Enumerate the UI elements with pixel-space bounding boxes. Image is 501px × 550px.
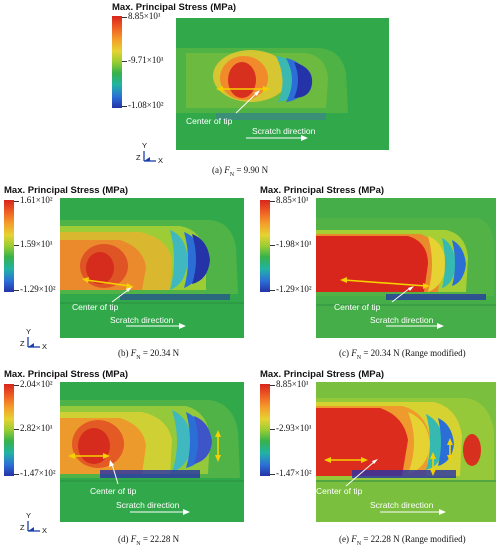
caption-sub: N: [136, 540, 141, 547]
caption-prefix: (d): [118, 534, 131, 544]
colorbar: [4, 200, 14, 292]
colorbar-tick: [270, 290, 275, 291]
scratch-direction-label: Scratch direction: [116, 500, 180, 510]
caption-c: (c) FN = 20.34 N (Range modified): [339, 348, 466, 361]
axis-z-label: Z: [20, 523, 25, 532]
axis-triad: Y Z X: [136, 141, 166, 166]
caption-value: = 22.28 N (Range modified): [361, 534, 466, 544]
axis-y-label: Y: [26, 327, 32, 336]
colorbar-title: Max. Principal Stress (MPa): [260, 369, 385, 380]
caption-d: (d) FN = 22.28 N: [118, 534, 179, 547]
center-of-tip-label: Center of tip: [90, 486, 137, 496]
caption-f: F: [351, 348, 357, 358]
colorbar-title: Max. Principal Stress (MPa): [4, 369, 129, 380]
scratch-direction-label: Scratch direction: [370, 500, 434, 510]
colorbar-mid: -1.98×10¹: [276, 239, 312, 249]
colorbar-tick: [14, 290, 19, 291]
axis-y-label: Y: [26, 511, 32, 520]
axis-y-label: Y: [142, 141, 148, 150]
caption-sub: N: [356, 540, 362, 547]
caption-sub: N: [136, 354, 141, 361]
caption-value: = 22.28 N: [140, 534, 180, 544]
colorbar-tick: [270, 474, 275, 475]
caption-prefix: (a): [212, 165, 225, 175]
caption-f: F: [130, 348, 137, 358]
caption-sub: N: [229, 171, 235, 178]
colorbar-title: Max. Principal Stress (MPa): [4, 185, 129, 196]
colorbar-tick: [122, 61, 127, 62]
stress-contour: [316, 382, 496, 522]
colorbar-max: 1.61×10²: [20, 195, 53, 205]
colorbar-max: 8.85×10¹: [276, 379, 309, 389]
colorbar-mid: -9.71×10¹: [128, 55, 164, 65]
colorbar-max: 2.04×10²: [20, 379, 53, 389]
scratch-direction-label: Scratch direction: [370, 315, 434, 325]
stress-field: Center of tip Scratch direction: [60, 198, 244, 338]
colorbar-tick: [14, 385, 19, 386]
axis-triad: Y Z X: [20, 511, 50, 536]
caption-prefix: (c): [339, 348, 352, 358]
axis-triad: Y Z X: [20, 327, 50, 352]
caption-value: = 20.34 N (Range modified): [361, 348, 466, 358]
axis-x-label: X: [158, 156, 164, 165]
axis-x-label: X: [42, 526, 48, 535]
colorbar-min: -1.47×10²: [276, 468, 312, 478]
colorbar-tick: [122, 17, 127, 18]
caption-sub: N: [356, 354, 362, 361]
colorbar-max: 8.85×10¹: [276, 195, 309, 205]
scratch-direction-label: Scratch direction: [252, 126, 316, 136]
axis-z-label: Z: [136, 153, 141, 162]
colorbar-tick: [270, 245, 275, 246]
caption-prefix: (e): [339, 534, 352, 544]
colorbar-tick: [14, 201, 19, 202]
colorbar-tick: [270, 429, 275, 430]
colorbar-tick: [14, 245, 19, 246]
colorbar-tick: [270, 385, 275, 386]
center-of-tip-label: Center of tip: [316, 486, 363, 496]
caption-b: (b) FN = 20.34 N: [118, 348, 179, 361]
caption-f: F: [351, 534, 357, 544]
stress-field: Center of tip Scratch direction: [60, 382, 244, 522]
colorbar-title: Max. Principal Stress (MPa): [112, 2, 237, 13]
center-of-tip-label: Center of tip: [334, 302, 381, 312]
colorbar: [4, 384, 14, 476]
colorbar-min: -1.47×10²: [20, 468, 56, 478]
scratch-direction-label: Scratch direction: [110, 315, 174, 325]
axis-x-label: X: [42, 342, 48, 351]
center-of-tip-label: Center of tip: [186, 116, 233, 126]
colorbar-tick: [122, 106, 127, 107]
colorbar-tick: [270, 201, 275, 202]
colorbar-mid: 1.59×10¹: [20, 239, 53, 249]
axis-z-label: Z: [20, 339, 25, 348]
stress-contour: [176, 18, 389, 150]
caption-f: F: [224, 165, 230, 175]
stress-field: Center of tip Scratch direction: [176, 18, 389, 150]
colorbar-title: Max. Principal Stress (MPa): [260, 185, 385, 196]
colorbar: [260, 384, 270, 476]
colorbar: [260, 200, 270, 292]
colorbar: [112, 16, 122, 108]
center-of-tip-label: Center of tip: [72, 302, 119, 312]
colorbar-mid: -2.93×10¹: [276, 423, 312, 433]
caption-value: = 20.34 N: [140, 348, 180, 358]
stress-field: Center of tip Scratch direction: [316, 382, 496, 522]
stress-contour: [316, 198, 496, 338]
colorbar-tick: [14, 429, 19, 430]
colorbar-min: -1.08×10²: [128, 100, 164, 110]
colorbar-min: -1.29×10²: [20, 284, 56, 294]
caption-prefix: (b): [118, 348, 131, 358]
caption-a: (a) FN = 9.90 N: [212, 165, 268, 178]
stress-contour: [60, 198, 244, 338]
caption-f: F: [130, 534, 137, 544]
caption-value: = 9.90 N: [234, 165, 269, 175]
stress-contour: [60, 382, 244, 522]
colorbar-tick: [14, 474, 19, 475]
caption-e: (e) FN = 22.28 N (Range modified): [339, 534, 466, 547]
colorbar-min: -1.29×10²: [276, 284, 312, 294]
stress-field: Center of tip Scratch direction: [316, 198, 496, 338]
colorbar-mid: 2.82×10¹: [20, 423, 53, 433]
colorbar-max: 8.85×10¹: [128, 11, 161, 21]
